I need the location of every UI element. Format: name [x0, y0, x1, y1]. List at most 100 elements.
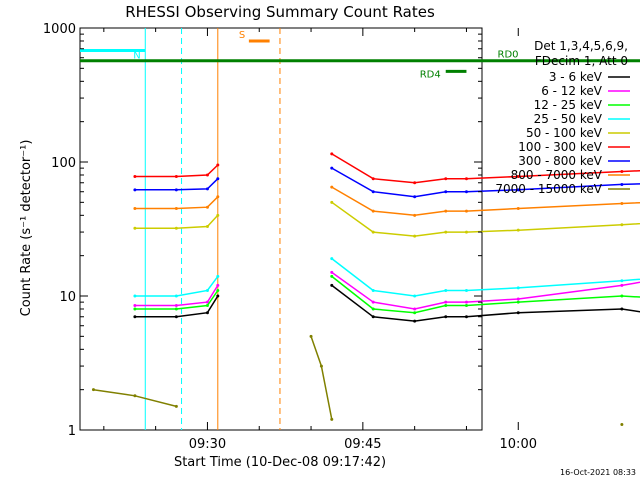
series-point-8 [216, 195, 220, 199]
series-point-8 [371, 209, 375, 213]
series-point-1 [205, 311, 209, 315]
series-point-1 [464, 315, 468, 319]
legend-entry-label: 50 - 100 keV [526, 126, 603, 140]
series-point-7 [216, 177, 220, 181]
series-point-7 [133, 188, 137, 192]
legend-entry-label: 100 - 300 keV [518, 140, 602, 154]
series-line-7 [134, 167, 640, 198]
series-point-6 [620, 169, 624, 173]
series-point-6 [330, 152, 334, 156]
series-point-6 [216, 163, 220, 167]
series-point-3 [413, 311, 417, 315]
series-point-5 [330, 200, 334, 204]
flag-label: RD0 [498, 50, 519, 61]
series-point-5 [371, 230, 375, 234]
series-point-7 [413, 195, 417, 199]
series-line-3 [134, 275, 640, 314]
series-point-6 [174, 174, 178, 178]
series-point-1 [516, 311, 520, 315]
series-point-3 [516, 300, 520, 304]
series-point-5 [464, 230, 468, 234]
flag-label: N [133, 50, 140, 61]
series-point-4 [330, 257, 334, 261]
series-point-2 [216, 283, 220, 287]
series-point-3 [205, 303, 209, 307]
series-point-2 [413, 307, 417, 311]
series-point-2 [133, 303, 137, 307]
legend-entry-label: 3 - 6 keV [549, 70, 603, 84]
series-point-6 [133, 174, 137, 178]
series-point-9 [91, 388, 95, 392]
series-point-3 [133, 307, 137, 311]
series-point-9 [330, 417, 334, 421]
series-point-3 [330, 274, 334, 278]
series-point-6 [413, 181, 417, 185]
series-line-6 [134, 153, 640, 184]
series-point-1 [444, 315, 448, 319]
series-point-4 [371, 288, 375, 292]
series-line-1 [134, 284, 640, 322]
plot-area: S N RD0 RD4 [79, 27, 640, 431]
series-point-3 [371, 307, 375, 311]
series-point-9 [309, 334, 313, 338]
series-line-8 [134, 186, 640, 217]
legend-entry-label: 12 - 25 keV [534, 98, 603, 112]
series-point-2 [330, 270, 334, 274]
series-point-2 [464, 300, 468, 304]
x-axis-label: Start Time (10-Dec-08 09:17:42) [174, 455, 386, 470]
y-tick-label: 10 [59, 290, 76, 305]
series-point-8 [205, 205, 209, 209]
series-point-1 [174, 315, 178, 319]
series-point-5 [216, 213, 220, 217]
series-point-4 [413, 294, 417, 298]
legend-entry-label: 6 - 12 keV [541, 84, 603, 98]
y-tick-label: 1 [68, 424, 76, 439]
series-point-6 [464, 177, 468, 181]
series-line-4 [134, 258, 640, 297]
series-point-9 [174, 404, 178, 408]
series-point-6 [444, 177, 448, 181]
series-point-5 [444, 230, 448, 234]
series-point-7 [174, 188, 178, 192]
series-point-4 [620, 279, 624, 283]
y-tick-label: 1000 [43, 22, 76, 37]
series-point-1 [133, 315, 137, 319]
legend-header-line: FDecim 1, Att 0 [535, 54, 628, 68]
series-point-7 [371, 190, 375, 194]
footer-date: 16-Oct-2021 08:33 [560, 468, 636, 477]
legend-entry-label: 800 - 7000 keV [511, 168, 603, 182]
series-point-6 [516, 174, 520, 178]
series-point-7 [444, 190, 448, 194]
series-point-4 [464, 288, 468, 292]
series-point-4 [174, 294, 178, 298]
series-point-1 [620, 307, 624, 311]
series-point-2 [444, 300, 448, 304]
series-point-7 [620, 182, 624, 186]
y-axis-label: Count Rate (s⁻¹ detector⁻¹) [19, 140, 34, 317]
series-point-4 [216, 274, 220, 278]
series-point-4 [133, 294, 137, 298]
plot-frame [79, 27, 483, 431]
series-point-4 [444, 288, 448, 292]
series-point-3 [174, 307, 178, 311]
y-tick-label: 100 [51, 156, 76, 171]
series-point-8 [133, 206, 137, 210]
y-axis: 1 10 100 1000 [43, 22, 482, 439]
series-line-2 [134, 271, 640, 310]
series-point-5 [413, 234, 417, 238]
series-point-5 [174, 226, 178, 230]
series-point-2 [371, 300, 375, 304]
x-tick-label: 09:30 [189, 437, 226, 452]
series-point-4 [516, 286, 520, 290]
x-tick-label: 09:45 [344, 437, 381, 452]
series-point-7 [464, 190, 468, 194]
legend-entry-label: 7000 - 15000 keV [495, 182, 602, 196]
series-point-8 [620, 202, 624, 206]
series-point-1 [413, 319, 417, 323]
series-point-7 [205, 187, 209, 191]
series-point-5 [205, 225, 209, 229]
series-point-9 [133, 394, 137, 398]
series-point-7 [330, 166, 334, 170]
